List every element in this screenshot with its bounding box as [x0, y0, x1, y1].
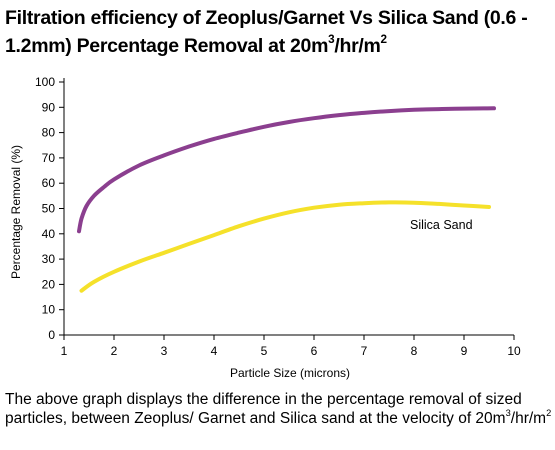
- y-axis: 0 10 20 30 40 50 60 70 80 90 100: [35, 75, 65, 342]
- line-chart: 0 10 20 30 40 50 60 70 80 90 100 1 2 3 4 5 6 7 8 9 10 Silic…: [9, 75, 521, 380]
- x-tick-label: 6: [311, 344, 318, 358]
- y-tick-label: 50: [42, 202, 56, 216]
- y-tick-label: 20: [42, 277, 56, 291]
- series-label-silica-sand: Silica Sand: [410, 218, 473, 232]
- x-tick-label: 1: [61, 344, 68, 358]
- y-tick-label: 100: [35, 75, 55, 89]
- silica-sand-line: [79, 200, 491, 293]
- x-axis: 1 2 3 4 5 6 7 8 9 10: [61, 334, 521, 358]
- y-tick-label: 10: [42, 303, 56, 317]
- x-axis-label: Particle Size (microns): [230, 366, 350, 380]
- x-tick-label: 5: [261, 344, 268, 358]
- y-tick-label: 60: [42, 176, 56, 190]
- x-tick-label: 2: [111, 344, 118, 358]
- x-tick-label: 4: [211, 344, 218, 358]
- y-tick-label: 70: [42, 151, 56, 165]
- x-tick-label: 3: [161, 344, 168, 358]
- y-tick-label: 0: [48, 328, 55, 342]
- x-tick-label: 10: [507, 344, 521, 358]
- zeoplus-garnet-line: [77, 106, 496, 234]
- y-tick-label: 90: [42, 100, 56, 114]
- y-axis-label: Percentage Removal (%): [9, 145, 23, 279]
- x-tick-label: 9: [461, 344, 468, 358]
- chart-title: Filtration efficiency of Zeoplus/Garnet …: [5, 7, 528, 57]
- y-tick-label: 40: [42, 227, 56, 241]
- y-tick-label: 80: [42, 126, 56, 140]
- x-tick-label: 8: [411, 344, 418, 358]
- series-lines: [77, 106, 496, 293]
- x-tick-label: 7: [361, 344, 368, 358]
- chart-caption: The above graph displays the difference …: [5, 391, 552, 427]
- y-tick-label: 30: [42, 252, 56, 266]
- series-labels: Silica Sand: [410, 218, 473, 232]
